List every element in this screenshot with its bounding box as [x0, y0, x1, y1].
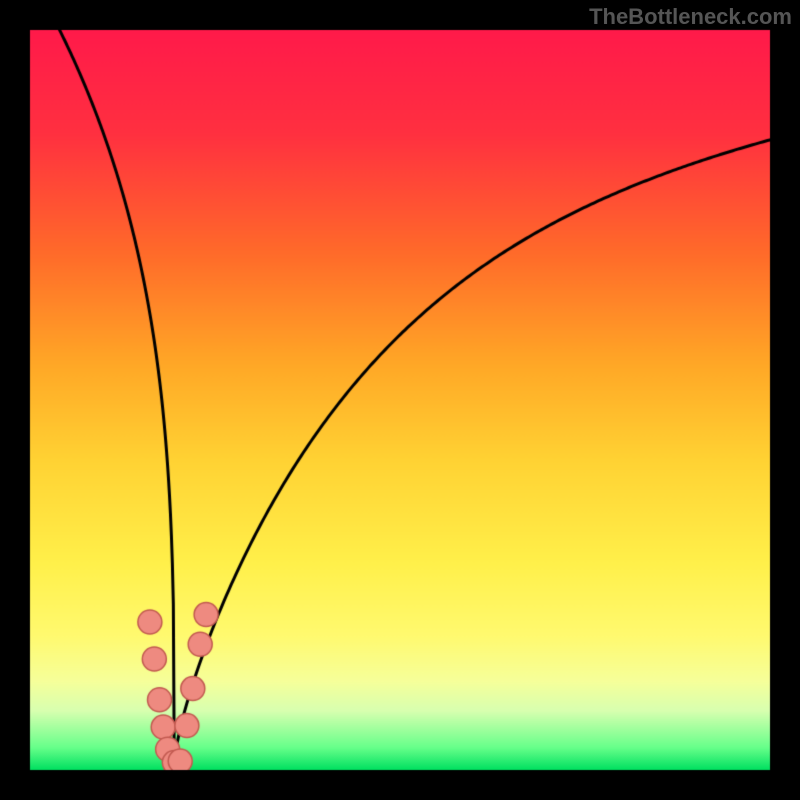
chart-stage: TheBottleneck.com [0, 0, 800, 800]
bottleneck-chart-canvas [0, 0, 800, 800]
